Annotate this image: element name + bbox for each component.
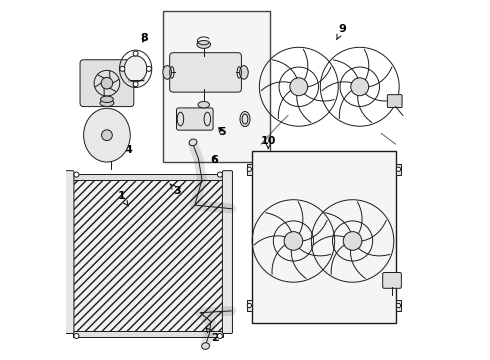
- Text: 1: 1: [118, 191, 128, 206]
- Ellipse shape: [240, 66, 248, 79]
- Circle shape: [147, 66, 151, 71]
- Text: 4: 4: [122, 144, 132, 154]
- Ellipse shape: [240, 112, 250, 127]
- Circle shape: [101, 130, 112, 140]
- Bar: [395, 300, 401, 311]
- Circle shape: [120, 66, 125, 71]
- Text: 5: 5: [218, 127, 225, 136]
- Ellipse shape: [100, 99, 114, 107]
- Bar: [163, 12, 270, 162]
- Bar: [73, 174, 223, 180]
- Text: 6: 6: [211, 155, 219, 165]
- Ellipse shape: [163, 66, 172, 79]
- Text: 2: 2: [206, 328, 219, 343]
- Circle shape: [133, 51, 138, 56]
- Circle shape: [74, 333, 79, 338]
- Ellipse shape: [84, 108, 130, 162]
- Circle shape: [101, 77, 113, 89]
- FancyBboxPatch shape: [80, 60, 134, 107]
- Ellipse shape: [100, 96, 113, 103]
- Text: 7: 7: [89, 89, 99, 99]
- Circle shape: [284, 231, 303, 250]
- Ellipse shape: [124, 56, 147, 82]
- Ellipse shape: [197, 41, 211, 48]
- FancyBboxPatch shape: [222, 171, 232, 333]
- Text: 9: 9: [337, 24, 346, 40]
- Text: 10: 10: [261, 136, 276, 149]
- Ellipse shape: [189, 139, 197, 146]
- Bar: [73, 330, 223, 337]
- Bar: [247, 164, 252, 175]
- FancyBboxPatch shape: [176, 108, 213, 130]
- Ellipse shape: [201, 343, 210, 349]
- Circle shape: [351, 78, 368, 96]
- Circle shape: [247, 303, 251, 308]
- FancyBboxPatch shape: [388, 95, 402, 108]
- Circle shape: [74, 172, 79, 177]
- FancyBboxPatch shape: [383, 273, 401, 288]
- Circle shape: [133, 82, 138, 87]
- Text: 8: 8: [141, 33, 148, 43]
- Bar: [252, 151, 395, 323]
- Circle shape: [343, 231, 362, 250]
- Circle shape: [218, 172, 222, 177]
- Bar: [247, 300, 252, 311]
- Circle shape: [396, 167, 401, 171]
- Circle shape: [247, 167, 251, 171]
- Circle shape: [396, 303, 401, 308]
- FancyBboxPatch shape: [170, 53, 242, 92]
- Circle shape: [218, 333, 222, 338]
- Bar: [73, 180, 223, 330]
- FancyBboxPatch shape: [64, 171, 74, 333]
- Ellipse shape: [198, 102, 210, 108]
- Bar: [395, 164, 401, 175]
- Circle shape: [290, 78, 308, 96]
- Text: 3: 3: [170, 184, 181, 196]
